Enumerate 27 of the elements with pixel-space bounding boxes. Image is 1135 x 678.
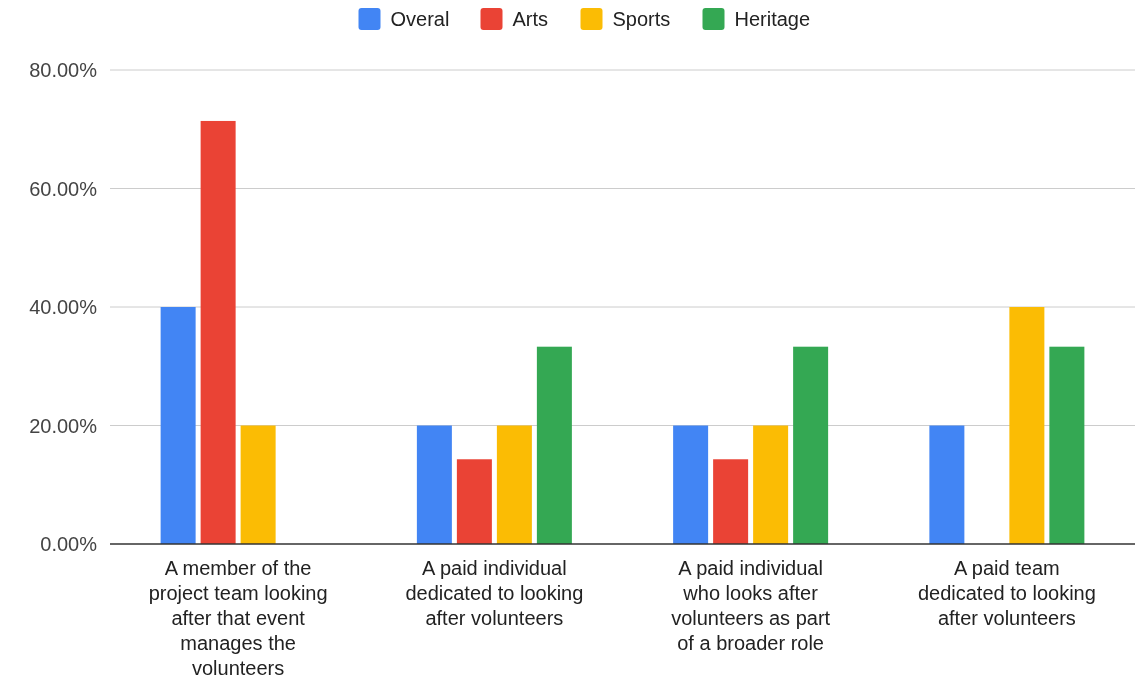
y-tick-label: 40.00%	[29, 296, 98, 318]
bar	[713, 459, 749, 544]
bar	[536, 346, 572, 544]
y-tick-label: 80.00%	[29, 59, 98, 81]
bar	[496, 425, 532, 544]
x-tick-label: A paid individual dedicated to looking after volunteers	[405, 557, 584, 629]
bar	[240, 425, 276, 544]
bar	[793, 346, 829, 544]
bar	[1049, 346, 1085, 544]
bar	[416, 425, 452, 544]
y-tick-label: 0.00%	[40, 533, 98, 555]
bar	[200, 120, 236, 544]
y-tick-label: 60.00%	[29, 177, 98, 200]
x-tick-label: A paid individual who looks after volunteers as part of a broader role	[671, 557, 831, 654]
legend-label: Arts	[512, 8, 549, 30]
y-tick-label: 20.00%	[29, 414, 98, 437]
bar	[753, 425, 789, 544]
bar	[456, 459, 492, 544]
legend-label: Heritage	[734, 8, 811, 30]
legend-label: Overal	[390, 8, 450, 30]
bar	[673, 425, 709, 544]
bar	[1009, 307, 1045, 544]
bar	[160, 307, 196, 544]
x-tick-label: A member of the project team looking after that event manages the volunteers	[148, 557, 328, 678]
bar	[929, 425, 965, 544]
x-tick-label: A paid team dedicated to looking after volunteers	[917, 557, 1096, 629]
legend-label: Sports	[612, 8, 671, 30]
